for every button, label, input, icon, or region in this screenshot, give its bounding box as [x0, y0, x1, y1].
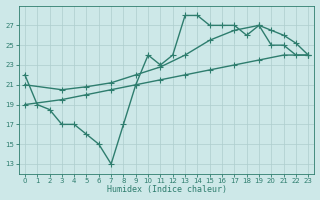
X-axis label: Humidex (Indice chaleur): Humidex (Indice chaleur)	[107, 185, 227, 194]
